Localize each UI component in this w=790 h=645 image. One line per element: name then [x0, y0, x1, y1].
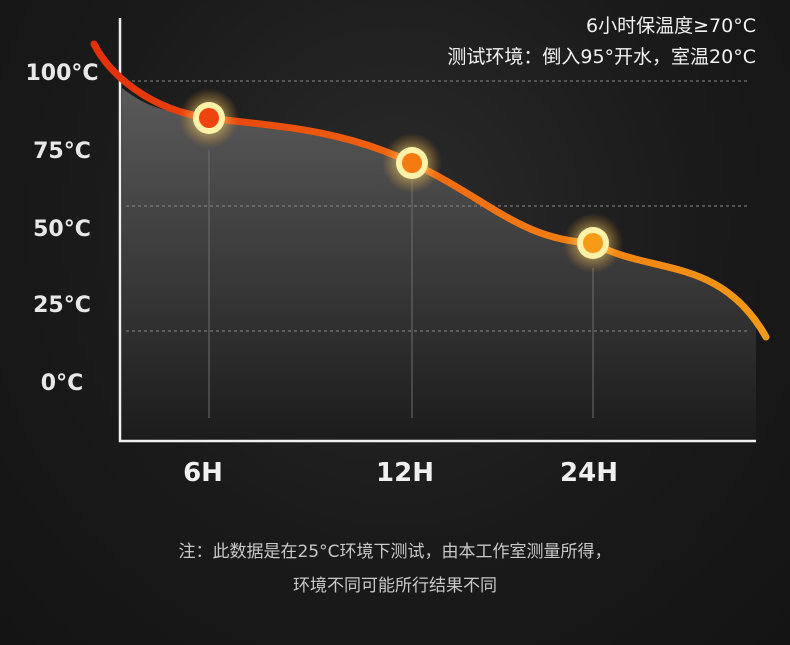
x-tick-label: 24H — [560, 458, 618, 488]
x-tick-label: 6H — [183, 458, 223, 488]
x-tick-labels: 6H 12H 24H — [183, 458, 618, 488]
y-tick-labels: 100°C 75°C 50°C 25°C 0°C — [25, 61, 98, 396]
y-tick-label: 100°C — [25, 61, 98, 86]
vertical-guides — [208, 150, 594, 418]
annotation-retention: 6小时保温度≥70°C — [586, 15, 756, 37]
data-point — [179, 88, 239, 148]
grid-lines — [126, 80, 748, 332]
y-tick-label: 0°C — [41, 371, 83, 396]
area-fill — [122, 88, 756, 438]
footnote-line-1: 注：此数据是在25°C环境下测试，由本工作室测量所得， — [178, 542, 612, 562]
y-tick-label: 25°C — [33, 293, 91, 318]
data-markers — [179, 88, 623, 273]
data-point — [382, 133, 442, 193]
annotation-test-env: 测试环境：倒入95°开水，室温20°C — [447, 46, 756, 68]
data-point — [563, 213, 623, 273]
y-tick-label: 50°C — [33, 217, 91, 242]
footnote-line-2: 环境不同可能所行结果不同 — [293, 576, 497, 596]
x-tick-label: 12H — [376, 458, 434, 488]
y-tick-label: 75°C — [33, 139, 91, 164]
